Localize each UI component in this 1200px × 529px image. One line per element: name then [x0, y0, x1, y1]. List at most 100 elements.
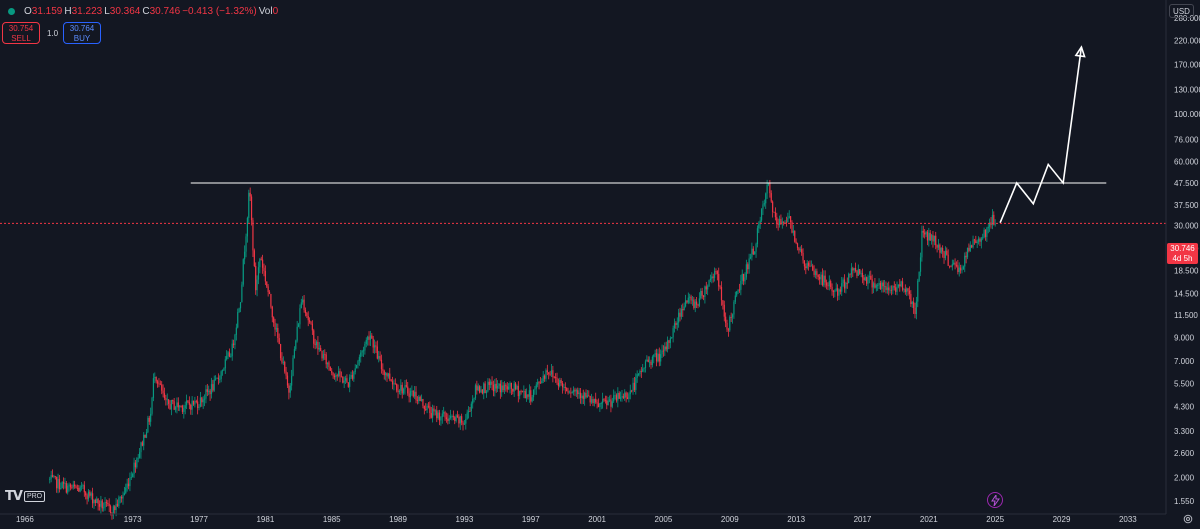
candle-body: [990, 222, 992, 225]
candle-body: [402, 388, 405, 394]
candle-body: [315, 341, 318, 346]
sell-button[interactable]: 30.754 SELL: [2, 22, 40, 44]
candle-body: [725, 316, 727, 323]
candle-body: [376, 346, 378, 359]
candle-body: [307, 315, 309, 321]
candle-body: [203, 398, 206, 400]
candle-body: [745, 264, 747, 278]
lightning-icon[interactable]: [987, 492, 1003, 508]
candle-body: [71, 487, 73, 489]
candle-body: [693, 299, 695, 308]
candle-body: [946, 250, 948, 255]
candle-body: [573, 389, 575, 393]
candle-body: [889, 289, 891, 291]
candle-body: [257, 267, 260, 280]
candle-body: [150, 413, 152, 422]
candle-body: [679, 312, 681, 317]
price-tick-label: 47.500: [1174, 179, 1199, 188]
candle-body: [954, 262, 956, 266]
candle-body: [415, 391, 417, 400]
candle-body: [878, 282, 880, 286]
candle-body: [557, 382, 559, 387]
candle-body: [362, 350, 365, 352]
candle-body: [819, 276, 821, 280]
candle-body: [262, 259, 264, 268]
candle-body: [420, 398, 423, 402]
candle-body: [282, 361, 284, 363]
tradingview-logo[interactable]: TV PRO: [5, 489, 46, 504]
candle-body: [982, 237, 984, 239]
candle-body: [666, 340, 669, 350]
candle-body: [310, 321, 312, 324]
candle-body: [209, 390, 211, 395]
candle-body: [112, 506, 114, 516]
candle-body: [531, 397, 533, 402]
candle-body: [490, 381, 492, 385]
candle-body: [433, 408, 435, 412]
candle-body: [238, 308, 240, 313]
price-tick-label: 4.300: [1174, 402, 1195, 411]
candle-body: [350, 374, 352, 378]
candle-body: [169, 403, 171, 410]
candle-body: [597, 403, 600, 408]
candle-body: [123, 493, 125, 496]
candle-body: [83, 485, 85, 493]
candle-body: [957, 265, 959, 273]
candle-body: [965, 255, 967, 258]
candle-body: [255, 266, 257, 291]
candle-body: [636, 374, 638, 378]
candle-body: [784, 222, 786, 224]
last-price-badge: 30.746 4d 5h: [1167, 243, 1198, 264]
candle-body: [168, 399, 170, 404]
candle-body: [603, 399, 605, 401]
candle-body: [886, 287, 888, 290]
candle-body: [882, 282, 884, 287]
candle-body: [755, 244, 757, 252]
candle-body: [733, 301, 735, 315]
gear-icon[interactable]: [1182, 513, 1194, 525]
candle-body: [58, 478, 61, 490]
price-tick-label: 1.550: [1174, 497, 1195, 506]
candle-body: [564, 386, 566, 388]
candle-body: [187, 400, 189, 403]
candle-body: [682, 308, 684, 311]
candle-body: [756, 228, 759, 245]
time-tick-label: 1977: [190, 515, 208, 524]
candle-body: [657, 353, 659, 362]
buy-button[interactable]: 30.764 BUY: [63, 22, 101, 44]
candle-body: [834, 290, 836, 292]
currency-selector[interactable]: USD: [1169, 4, 1194, 18]
candle-body: [939, 244, 941, 253]
candle-body: [979, 238, 981, 242]
candle-body: [494, 383, 496, 392]
candle-body: [921, 230, 923, 258]
candle-body: [614, 395, 616, 397]
candle-body: [201, 397, 203, 403]
candle-body: [419, 396, 421, 402]
candle-body: [501, 385, 503, 393]
candle-body: [926, 231, 929, 241]
candle-body: [584, 392, 586, 399]
candle-body: [479, 386, 481, 393]
candle-body: [712, 276, 714, 278]
candle-body: [259, 258, 261, 268]
candle-body: [427, 405, 430, 407]
candle-body: [820, 274, 822, 280]
candle-body: [215, 378, 217, 380]
price-tick-label: 280.000: [1174, 14, 1200, 23]
candle-body: [624, 392, 626, 398]
candle-body: [217, 377, 219, 380]
candle-body: [197, 401, 199, 409]
candle-body: [830, 281, 832, 287]
candle-body: [577, 390, 579, 395]
candle-body: [331, 370, 333, 373]
candle-body: [542, 375, 544, 382]
candle-body: [872, 283, 875, 288]
candle-body: [56, 476, 58, 489]
order-quantity[interactable]: 1.0: [47, 29, 59, 38]
candle-body: [344, 378, 347, 381]
candle-body: [814, 271, 817, 275]
candle-body: [914, 307, 916, 315]
buy-label: BUY: [73, 34, 91, 43]
